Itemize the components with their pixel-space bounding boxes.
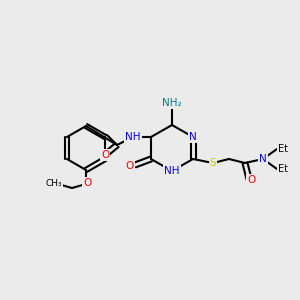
Text: O: O <box>83 178 91 188</box>
Text: N: N <box>189 132 197 142</box>
Text: S: S <box>210 158 216 168</box>
Text: O: O <box>101 150 109 160</box>
Text: Et: Et <box>278 164 288 174</box>
Text: NH₂: NH₂ <box>162 98 182 108</box>
Text: O: O <box>247 175 255 185</box>
Text: Et: Et <box>278 144 288 154</box>
Text: NH: NH <box>164 166 180 176</box>
Text: N: N <box>259 154 267 164</box>
Text: O: O <box>126 161 134 171</box>
Text: CH₃: CH₃ <box>46 179 62 188</box>
Text: NH: NH <box>125 132 141 142</box>
